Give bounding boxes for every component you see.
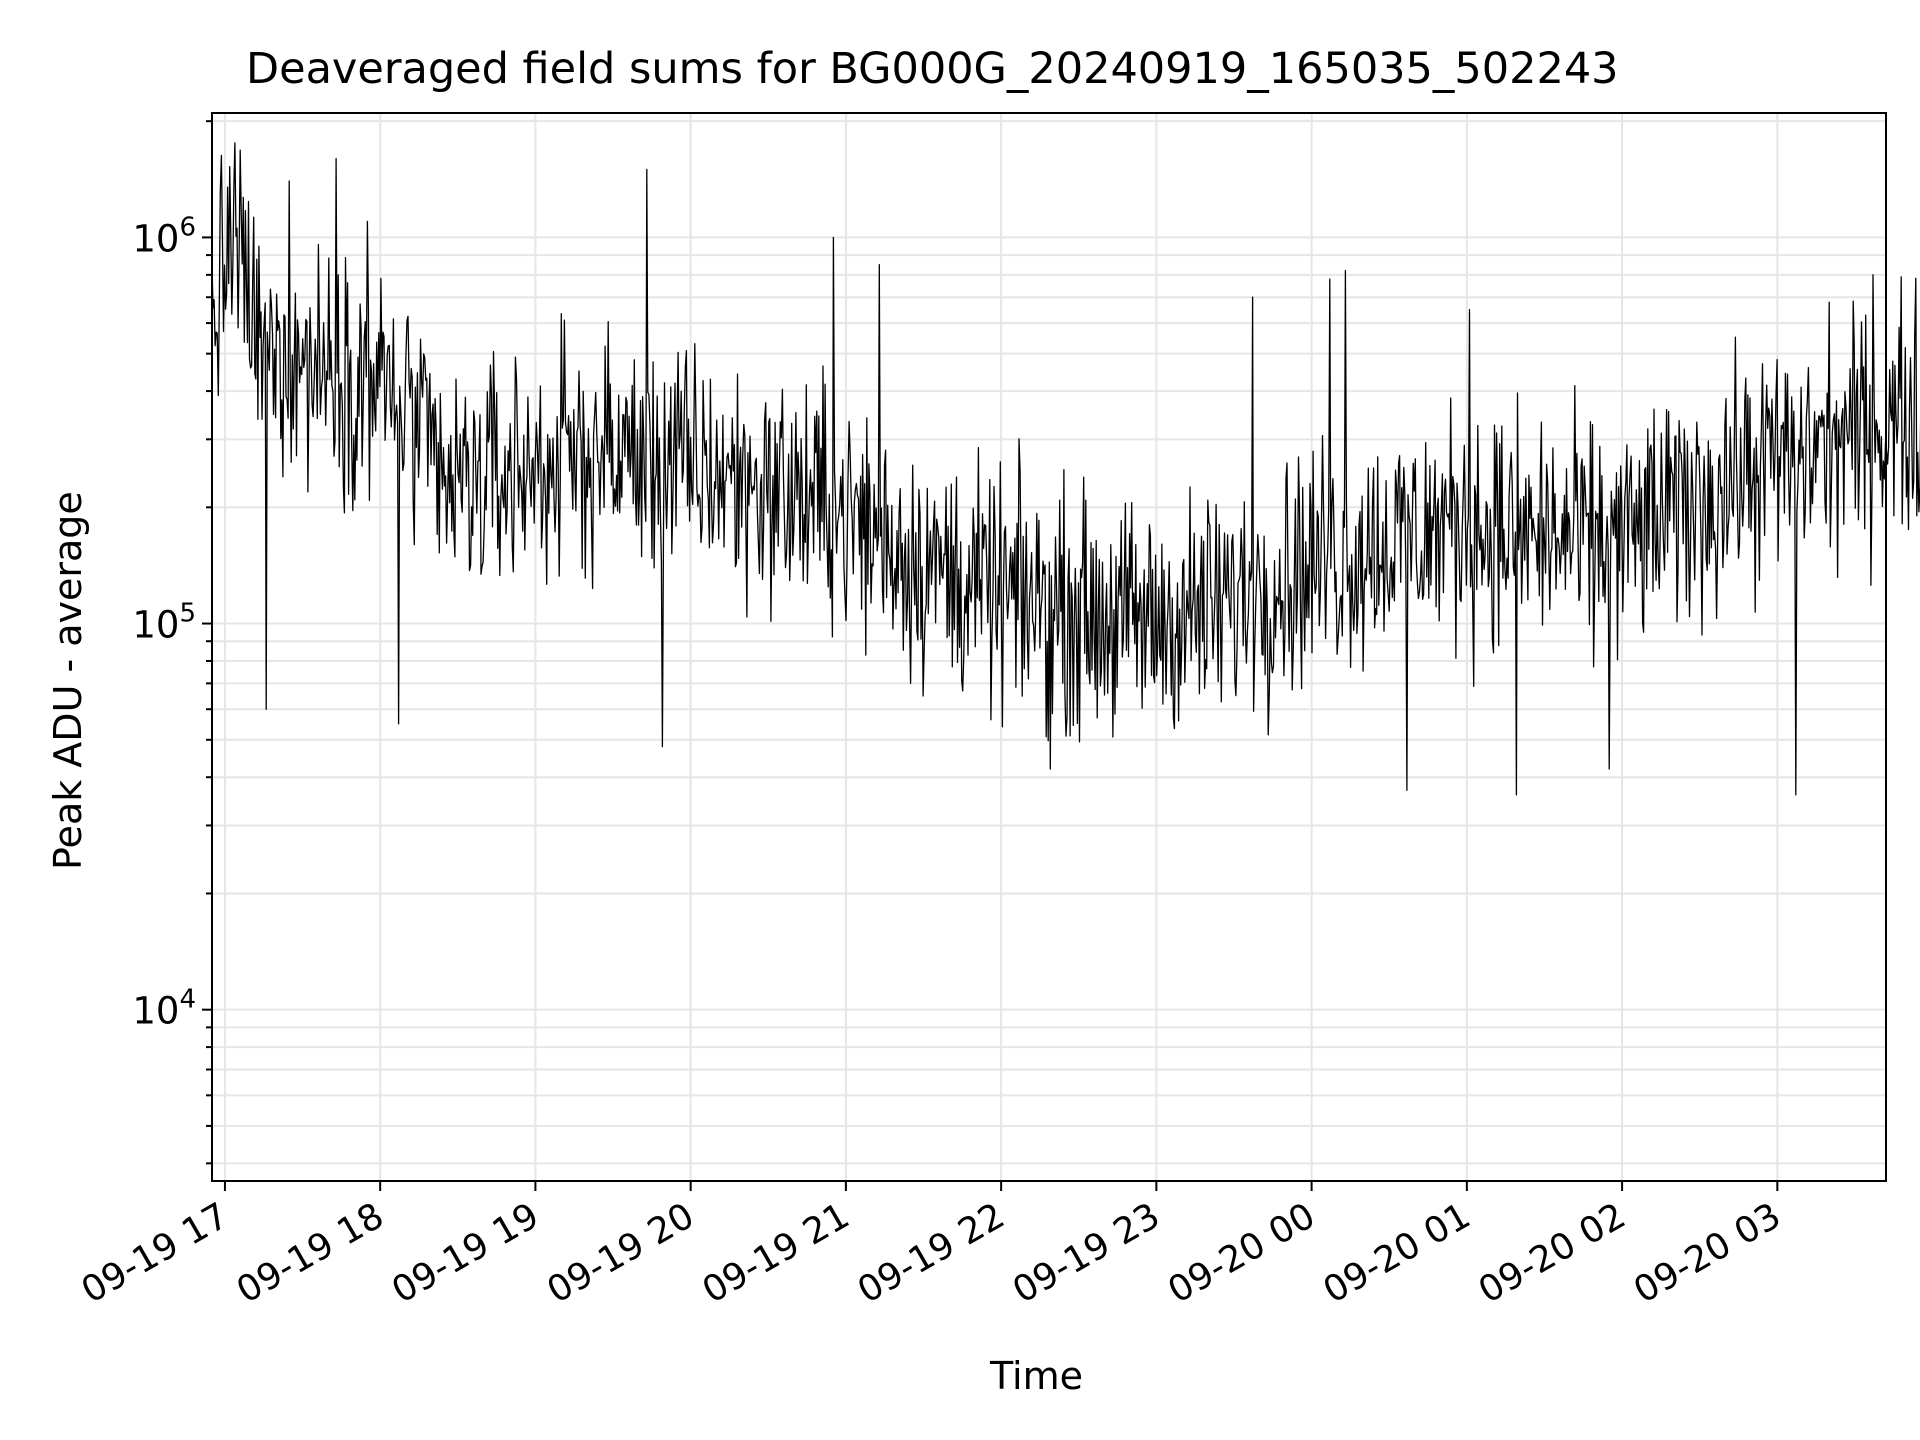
plot-frame <box>211 112 1887 1182</box>
chart-title: Deaveraged field sums for BG000G_2024091… <box>246 44 1619 94</box>
y-tick-label: 105 <box>132 599 196 647</box>
y-tick-label: 106 <box>132 212 196 260</box>
y-tick-label: 104 <box>132 985 196 1033</box>
x-axis-label: Time <box>990 1354 1083 1398</box>
series-line <box>211 142 1920 796</box>
grid-layer <box>212 113 1886 1181</box>
data-layer <box>211 142 1920 796</box>
y-axis-label: Peak ADU - average <box>46 491 90 870</box>
